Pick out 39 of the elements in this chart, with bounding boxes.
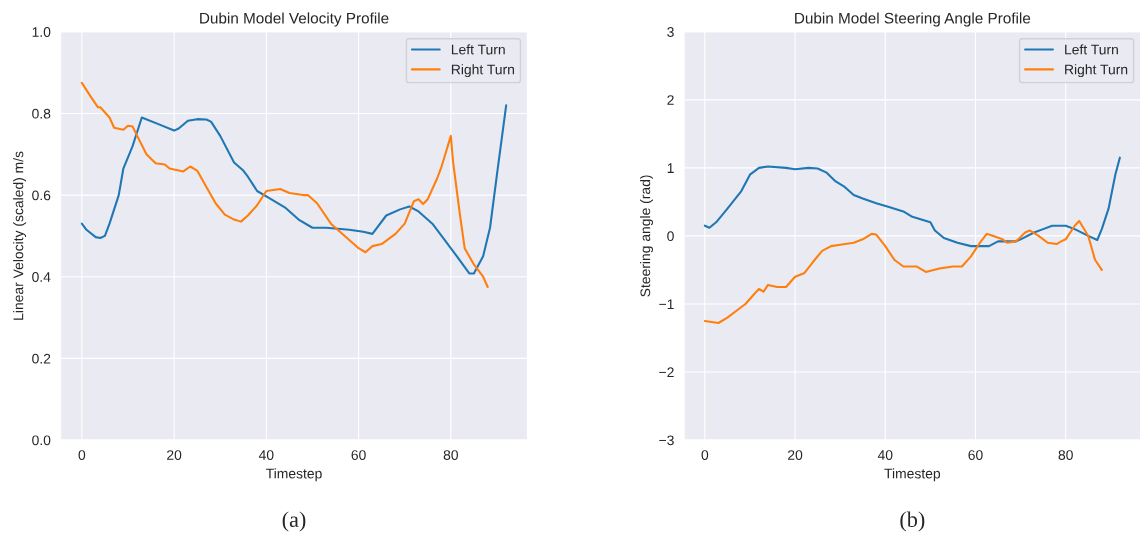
x-tick-label: 0: [78, 450, 86, 460]
line-series: [703, 156, 1121, 248]
y-tick-label: 1: [667, 163, 674, 173]
x-tick-label: 0: [701, 450, 709, 460]
y-tick-label: 0.0: [32, 435, 51, 446]
legend-label: Right Turn: [1065, 64, 1128, 78]
x-tick-label: 40: [258, 450, 274, 460]
x-tick-label: 80: [443, 450, 458, 460]
y-tick-label: −2: [659, 367, 674, 378]
x-tick-label: 60: [351, 450, 366, 460]
line-series: [703, 219, 1103, 325]
y-tick-label: 1.0: [32, 27, 51, 37]
y-tick-label: −3: [659, 435, 674, 446]
y-tick-label: 2: [667, 95, 674, 105]
x-axis-title: Timestep: [266, 468, 322, 482]
y-axis-title: Steering angle (rad): [640, 175, 653, 297]
x-tick-label: 60: [968, 450, 983, 460]
line-series: [80, 104, 508, 275]
line-series: [80, 81, 489, 288]
y-tick-label: 0.4: [32, 272, 51, 282]
legend-label: Left Turn: [451, 44, 505, 55]
chart-title: Dubin Model Steering Angle Profile: [795, 12, 1031, 27]
x-tick-label: 80: [1058, 450, 1073, 460]
y-tick-label: 0.6: [32, 190, 51, 201]
y-tick-label: 0: [667, 231, 674, 242]
x-axis-title: Timestep: [884, 468, 941, 482]
legend-label: Left Turn: [1065, 44, 1118, 55]
x-tick-label: 40: [877, 450, 893, 460]
y-tick-label: 0.8: [32, 108, 51, 119]
text: (a): [282, 511, 306, 532]
x-tick-label: 20: [788, 450, 803, 460]
y-tick-label: 0.2: [32, 353, 51, 364]
y-axis-title: Linear Velocity (scaled) m/s: [13, 151, 27, 320]
legend-label: Right Turn: [451, 64, 514, 78]
y-tick-label: −1: [659, 299, 674, 309]
x-tick-label: 20: [167, 450, 182, 460]
text: (b): [900, 511, 925, 532]
chart-title: Dubin Model Velocity Profile: [200, 12, 389, 27]
y-tick-label: 3: [667, 27, 674, 37]
